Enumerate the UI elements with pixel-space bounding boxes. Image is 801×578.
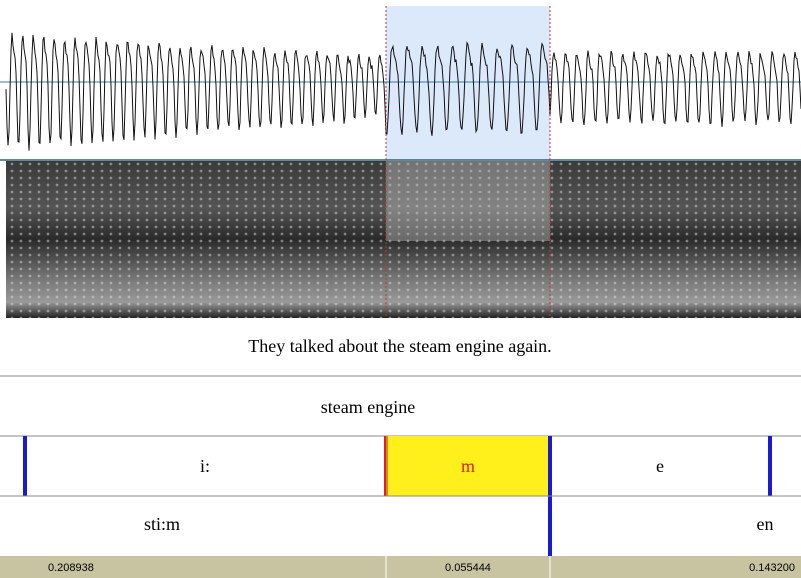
- syllable-label[interactable]: en: [757, 514, 774, 534]
- duration[interactable]: 0.208938: [48, 562, 94, 574]
- phone-label[interactable]: m: [461, 456, 475, 476]
- spectrogram-bright: [386, 161, 550, 241]
- sentence-label[interactable]: They talked about the steam engine again…: [248, 336, 551, 356]
- boundary[interactable]: [386, 436, 388, 496]
- duration[interactable]: 0.143200: [749, 562, 795, 574]
- phone-label[interactable]: e: [656, 456, 664, 476]
- boundary[interactable]: [23, 436, 27, 496]
- duration[interactable]: 0.055444: [445, 562, 491, 574]
- phone-label[interactable]: i:: [200, 456, 210, 476]
- boundary[interactable]: [768, 436, 772, 496]
- word-label[interactable]: steam engine: [321, 397, 415, 417]
- duration-bar: [0, 556, 801, 578]
- syllable-label[interactable]: sti:m: [144, 514, 180, 534]
- selection[interactable]: [386, 6, 550, 160]
- spectrogram-texture: [6, 161, 801, 318]
- waveform: [5, 32, 801, 151]
- boundary[interactable]: [384, 436, 386, 496]
- selected-interval[interactable]: [386, 436, 550, 496]
